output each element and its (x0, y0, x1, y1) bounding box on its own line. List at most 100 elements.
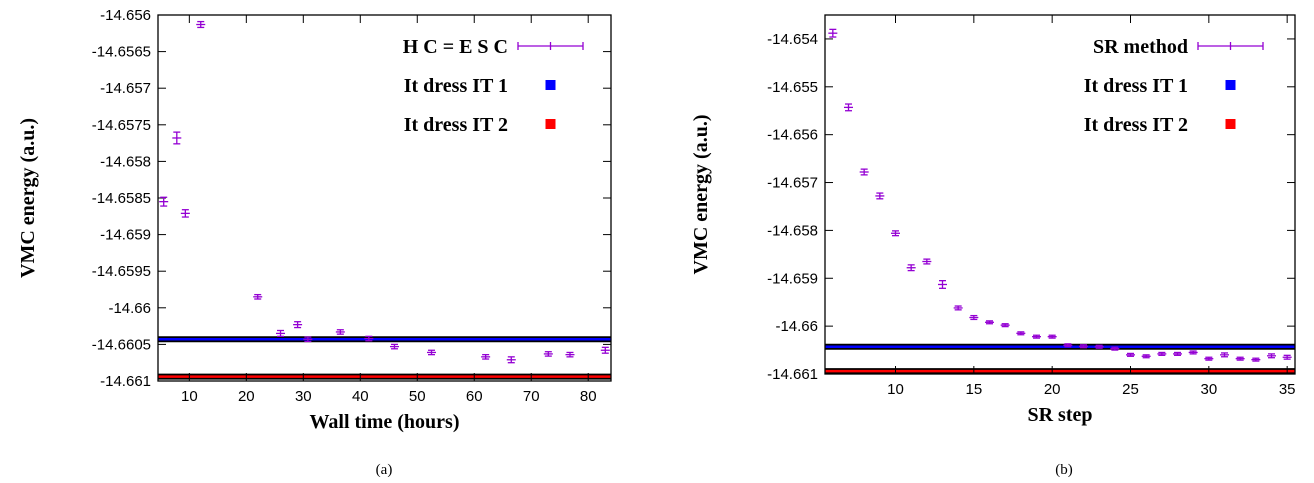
data-point (253, 293, 263, 300)
x-tick-label: 10 (887, 381, 904, 398)
figure-caption: (b) (1055, 462, 1073, 478)
legend-label: It dress IT 1 (404, 75, 508, 97)
plot-frame (157, 14, 612, 382)
legend-swatch (1225, 80, 1236, 90)
data-point (875, 192, 885, 200)
data-point (481, 353, 491, 360)
data-point (1032, 334, 1041, 339)
data-point (1047, 334, 1057, 339)
data-point (159, 196, 169, 207)
data-point (1079, 344, 1088, 349)
data-point (1110, 346, 1120, 351)
y-tick-label: -14.658 (767, 222, 818, 239)
x-tick-label: 10 (181, 388, 198, 405)
y-tick-label: -14.654 (767, 31, 818, 48)
y-tick-label: -14.661 (100, 373, 151, 390)
y-tick-label: -14.655 (767, 79, 818, 96)
y-tick-label: -14.6575 (92, 117, 151, 134)
legend-label: H C = E S C (403, 36, 508, 58)
data-point (565, 351, 575, 358)
x-tick-label: 40 (352, 388, 369, 405)
legend-label: SR method (1093, 36, 1188, 58)
x-tick-label: 80 (580, 388, 597, 405)
data-point (985, 320, 994, 325)
y-tick-label: -14.66 (775, 318, 818, 335)
data-point (1157, 351, 1167, 356)
x-tick-label: 25 (1122, 381, 1139, 398)
data-point (1094, 344, 1104, 349)
data-point (828, 28, 838, 38)
y-tick-label: -14.657 (767, 175, 818, 192)
data-point (506, 356, 516, 364)
data-point (364, 335, 374, 342)
y-tick-label: -14.659 (767, 270, 818, 287)
data-point (427, 349, 437, 356)
data-point (196, 20, 206, 29)
x-axis-label: Wall time (hours) (310, 411, 460, 433)
data-point (172, 131, 182, 145)
data-point (293, 321, 303, 329)
legend-swatch (545, 80, 556, 90)
data-point (1204, 356, 1214, 361)
y-tick-label: -14.6605 (92, 336, 151, 353)
data-point (969, 314, 979, 321)
chart-panel-b: -14.654 -14.655 -14.656 -14.657 -14.658 -14.6… (690, 14, 1296, 478)
data-point (1063, 343, 1073, 348)
chart-panel-a: -14.656 -14.6565 -14.657 -14.6575 -14.658 -14… (17, 7, 612, 478)
data-point (1267, 353, 1276, 359)
legend-label: It dress IT 2 (1084, 114, 1188, 136)
data-point (922, 258, 932, 265)
data-point (938, 280, 947, 289)
data-point (1016, 331, 1026, 336)
data-point (1282, 354, 1292, 360)
x-tick-label: 20 (1044, 381, 1061, 398)
x-tick-label: 15 (965, 381, 982, 398)
data-point (276, 329, 286, 337)
data-point (303, 336, 313, 343)
x-tick-label: 20 (238, 388, 255, 405)
data-point (859, 168, 869, 176)
x-tick-label: 70 (523, 388, 540, 405)
figure-caption: (a) (376, 462, 393, 478)
data-point (953, 305, 963, 311)
data-point (389, 343, 399, 350)
data-point (600, 346, 610, 354)
legend-swatch (545, 119, 556, 129)
y-tick-label: -14.661 (767, 366, 818, 383)
plot-frame (824, 14, 1296, 375)
x-tick-label: 30 (1200, 381, 1217, 398)
y-tick-label: -14.6585 (92, 190, 151, 207)
data-point (891, 230, 900, 237)
data-point (1000, 323, 1010, 328)
x-tick-label: 50 (409, 388, 426, 405)
x-axis-label: SR step (1027, 404, 1092, 426)
data-point (543, 351, 553, 357)
x-tick-label: 60 (466, 388, 483, 405)
data-point (906, 264, 916, 272)
x-tick-label: 30 (295, 388, 312, 405)
data-point (1126, 352, 1135, 357)
data-point (1141, 354, 1151, 359)
legend-label: It dress IT 2 (404, 114, 508, 136)
legend-swatch (1225, 119, 1236, 129)
data-point (180, 209, 190, 218)
data-point (1235, 356, 1245, 361)
x-tick-label: 35 (1279, 381, 1296, 398)
legend-label: It dress IT 1 (1084, 75, 1188, 97)
y-tick-label: -14.659 (100, 227, 151, 244)
data-point (1188, 350, 1198, 355)
y-tick-label: -14.6565 (92, 44, 151, 61)
y-tick-label: -14.656 (767, 127, 818, 144)
y-tick-label: -14.657 (100, 80, 151, 97)
y-axis-label: VMC energy (a.u.) (17, 118, 39, 278)
data-point (1251, 357, 1261, 362)
y-tick-label: -14.658 (100, 153, 151, 170)
data-point (844, 103, 853, 112)
data-point (1220, 352, 1229, 358)
data-point (1173, 351, 1182, 356)
data-point (335, 329, 345, 335)
y-axis-label: VMC energy (a.u.) (690, 115, 712, 275)
y-tick-label: -14.6595 (92, 263, 151, 280)
y-tick-label: -14.656 (100, 7, 151, 24)
